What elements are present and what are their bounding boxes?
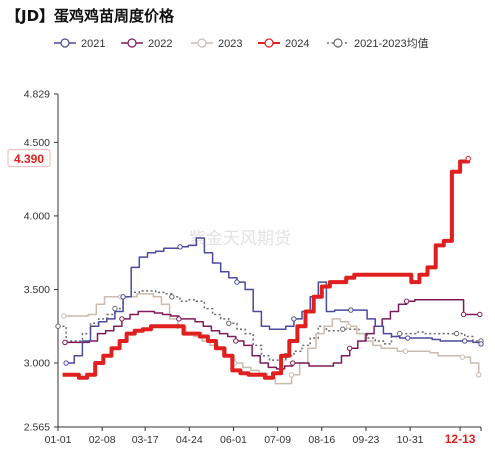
series-line	[66, 237, 482, 364]
data-point	[478, 341, 484, 347]
legend: 2021 2022 2023 2024 2021-2023均值	[54, 37, 429, 50]
legend-label: 2021	[81, 38, 105, 50]
data-point	[234, 279, 240, 285]
y-tick-label: 3.000	[24, 358, 50, 370]
data-point	[346, 345, 353, 352]
data-point	[405, 335, 411, 341]
data-point	[345, 323, 352, 329]
data-point	[290, 360, 296, 366]
callout-layer: 4.390	[7, 149, 51, 168]
legend-swatch-marker	[333, 38, 343, 48]
data-point	[348, 307, 354, 313]
y-tick-label: 4.829	[24, 89, 50, 101]
data-point	[62, 339, 68, 346]
data-point	[465, 155, 471, 162]
x-tick-label: 12-13	[445, 432, 476, 446]
data-point	[460, 311, 467, 318]
series-line	[65, 299, 480, 370]
data-point	[402, 348, 409, 354]
x-tick-label: 10-31	[397, 434, 424, 446]
data-point	[403, 298, 410, 304]
latest-value-label: 4.390	[14, 152, 44, 166]
data-point	[475, 372, 482, 378]
data-point	[119, 316, 125, 322]
series-layer	[55, 155, 484, 385]
y-tick-label: 4.500	[24, 137, 50, 149]
data-point	[396, 330, 403, 337]
x-tick-label: 09-23	[353, 434, 380, 446]
data-point	[288, 372, 295, 378]
legend-item-2021: 2021	[54, 38, 105, 50]
y-tick-label: 2.565	[24, 422, 50, 434]
legend-item-2023: 2023	[191, 38, 242, 50]
series-2024	[62, 155, 471, 380]
x-tick-label: 02-08	[89, 434, 116, 446]
data-point	[177, 244, 183, 250]
series-2021	[63, 237, 484, 366]
data-point	[233, 338, 239, 344]
x-tick-label: 04-24	[176, 434, 203, 446]
series-2022	[62, 298, 483, 370]
series-line	[62, 158, 471, 380]
legend-label: 2023	[218, 38, 242, 50]
y-tick-label: 3.500	[24, 284, 50, 296]
legend-label: 2024	[285, 38, 309, 50]
legend-item-2024: 2024	[258, 38, 309, 50]
legend-swatch-marker	[264, 38, 274, 48]
data-point	[291, 316, 297, 322]
data-point	[63, 360, 69, 366]
data-point	[462, 338, 468, 344]
data-point	[477, 311, 483, 318]
watermark: 紫金天风期货	[189, 229, 291, 248]
data-point	[112, 305, 118, 312]
legend-item-2022: 2022	[121, 38, 172, 50]
x-tick-label: 06-01	[220, 434, 247, 446]
legend-swatch-marker	[60, 38, 70, 48]
legend-label: 2021-2023均值	[354, 37, 429, 50]
x-tick-label: 08-16	[308, 434, 335, 446]
y-tick-label: 4.000	[24, 210, 50, 222]
latest-value-box	[7, 149, 51, 168]
legend-swatch-marker	[197, 38, 207, 48]
x-tick-label: 07-09	[264, 434, 291, 446]
data-point	[459, 354, 466, 360]
data-point	[61, 313, 67, 319]
legend-item-2021-2023均值: 2021-2023均值	[327, 37, 429, 50]
data-point	[55, 323, 61, 329]
data-point	[176, 316, 182, 322]
legend-swatch-marker	[127, 38, 137, 48]
data-point	[120, 294, 126, 300]
chart-title: 【JD】蛋鸡鸡苗周度价格	[6, 7, 175, 25]
data-point	[169, 294, 175, 300]
data-point	[226, 320, 232, 327]
legend-label: 2022	[148, 38, 172, 50]
data-point	[340, 326, 346, 332]
x-tick-label: 03-17	[132, 434, 159, 446]
data-point	[453, 330, 460, 337]
x-tick-label: 01-01	[45, 434, 72, 446]
